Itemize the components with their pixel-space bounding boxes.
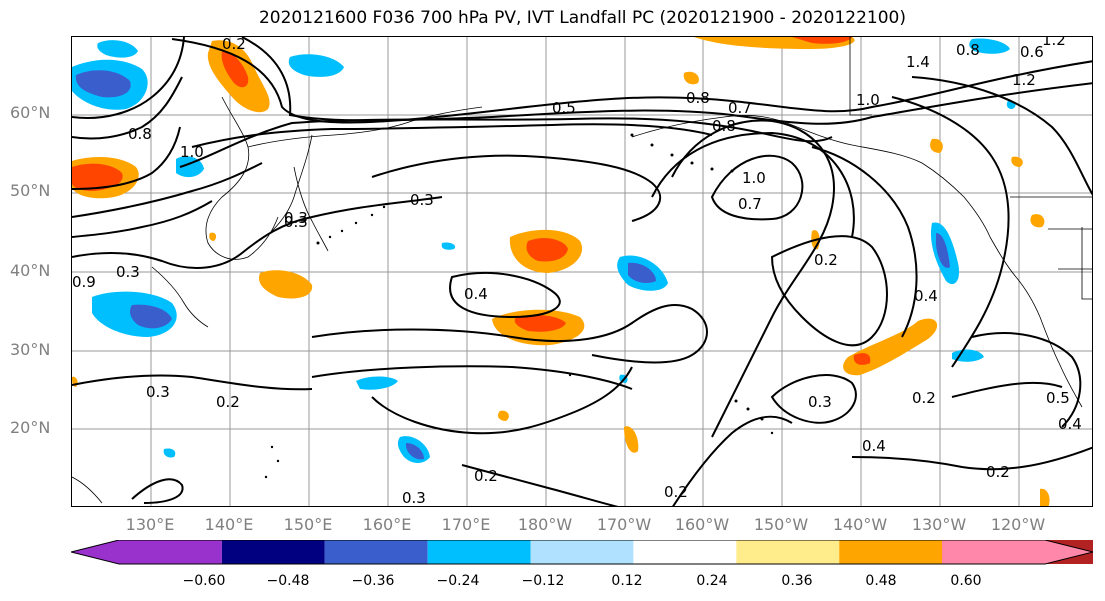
- contour-label: 0.2: [474, 467, 498, 485]
- contour-label: 0.4: [914, 287, 938, 305]
- graticule: [72, 37, 1092, 506]
- contour-label: 0.8: [956, 41, 980, 59]
- colorbar-tick-label: −0.24: [436, 573, 480, 589]
- lat-label: 50°N: [10, 181, 51, 200]
- contour-label: 0.3: [410, 191, 434, 209]
- colorbar-tick-label: 0.48: [865, 573, 897, 589]
- colorbar-tick-label: −0.60: [182, 573, 226, 589]
- shading-negative: [72, 38, 1016, 463]
- colorbar-tick-label: −0.48: [266, 573, 310, 589]
- colorbar-segment: [324, 540, 428, 564]
- contour-label: 0.2: [216, 393, 240, 411]
- colorbar-tick-label: 0.12: [611, 573, 643, 589]
- lat-label: 40°N: [10, 261, 51, 280]
- map-canvas: 0.2 0.8 0.5 0.8 0.7 1.0 1.4 1.2 0.8 0.3 …: [72, 37, 1092, 507]
- colorbar-segment: [736, 540, 840, 564]
- lat-label: 20°N: [10, 418, 51, 437]
- shading-positive: [72, 37, 1050, 506]
- colorbar-segment: [942, 540, 1093, 564]
- lon-label: 180°W: [517, 515, 573, 534]
- colorbar-tick-label: 0.60: [950, 573, 982, 589]
- lon-label: 140°W: [832, 515, 888, 534]
- contour-label: 1.2: [1012, 71, 1036, 89]
- colorbar: [71, 540, 1093, 565]
- colorbar-tick-label: −0.36: [351, 573, 395, 589]
- colorbar-segment: [839, 540, 943, 564]
- colorbar-segment: [530, 540, 634, 564]
- contour-label: 0.8: [128, 125, 152, 143]
- contour-label: 0.2: [912, 389, 936, 407]
- map-panel: 0.2 0.8 0.5 0.8 0.7 1.0 1.4 1.2 0.8 0.3 …: [71, 36, 1093, 507]
- contour-label: 0.8: [686, 89, 710, 107]
- coastlines: [72, 37, 1092, 504]
- contour-label: 0.3: [116, 263, 140, 281]
- lon-label: 170°E: [441, 515, 491, 534]
- contour-label: 0.2: [664, 483, 688, 501]
- lon-label: 130°W: [911, 515, 967, 534]
- contour-label: 0.5: [1046, 389, 1070, 407]
- contour-label: 0.7: [738, 195, 762, 213]
- contour-label: 0.3: [284, 213, 308, 231]
- pv-contours: [72, 37, 1092, 506]
- lon-label: 170°W: [596, 515, 652, 534]
- contour-label: 0.3: [808, 393, 832, 411]
- contour-label: 0.3: [402, 489, 426, 507]
- contour-label: 1.0: [856, 91, 880, 109]
- colorbar-segment: [71, 540, 222, 564]
- contour-label: 1.0: [180, 143, 204, 161]
- contour-label: 1.4: [906, 53, 930, 71]
- contour-label: 0.3: [146, 383, 170, 401]
- contour-label: 0.2: [986, 463, 1010, 481]
- lon-label: 130°E: [125, 515, 175, 534]
- lon-label: 150°W: [753, 515, 809, 534]
- contour-label: 0.4: [1058, 415, 1082, 433]
- colorbar-segment: [221, 540, 325, 564]
- contour-label: 1.0: [742, 169, 766, 187]
- lat-label: 60°N: [10, 103, 51, 122]
- colorbar-tick-label: 0.36: [781, 573, 813, 589]
- map-title: 2020121600 F036 700 hPa PV, IVT Landfall…: [258, 8, 906, 28]
- contour-label: 0.4: [464, 285, 488, 303]
- contour-label: 0.2: [222, 37, 246, 53]
- colorbar-segment: [427, 540, 531, 564]
- contour-label: 0.7: [728, 99, 752, 117]
- lon-label: 150°E: [283, 515, 333, 534]
- colorbar-outline: [71, 540, 1093, 565]
- contour-label: 0.3: [284, 209, 308, 227]
- colorbar-tick-label: −0.12: [521, 573, 565, 589]
- contour-label: 0.4: [862, 437, 886, 455]
- contour-label: 0.9: [72, 273, 96, 291]
- colorbar-segment: [633, 540, 737, 564]
- colorbar-tick-label: 0.24: [696, 573, 728, 589]
- islands: [264, 133, 774, 479]
- contour-label: 0.5: [552, 99, 576, 117]
- contour-label: 1.2: [1042, 37, 1066, 49]
- contour-label: 0.2: [814, 251, 838, 269]
- lon-label: 140°E: [204, 515, 254, 534]
- lon-label: 160°E: [362, 515, 412, 534]
- lon-label: 120°W: [990, 515, 1046, 534]
- lat-label: 30°N: [10, 340, 51, 359]
- contour-labels: 0.2 0.8 0.5 0.8 0.7 1.0 1.4 1.2 0.8 0.3 …: [72, 37, 1082, 507]
- contour-label: 0.6: [1020, 43, 1044, 61]
- contour-label: 0.8: [712, 117, 736, 135]
- lon-label: 160°W: [674, 515, 730, 534]
